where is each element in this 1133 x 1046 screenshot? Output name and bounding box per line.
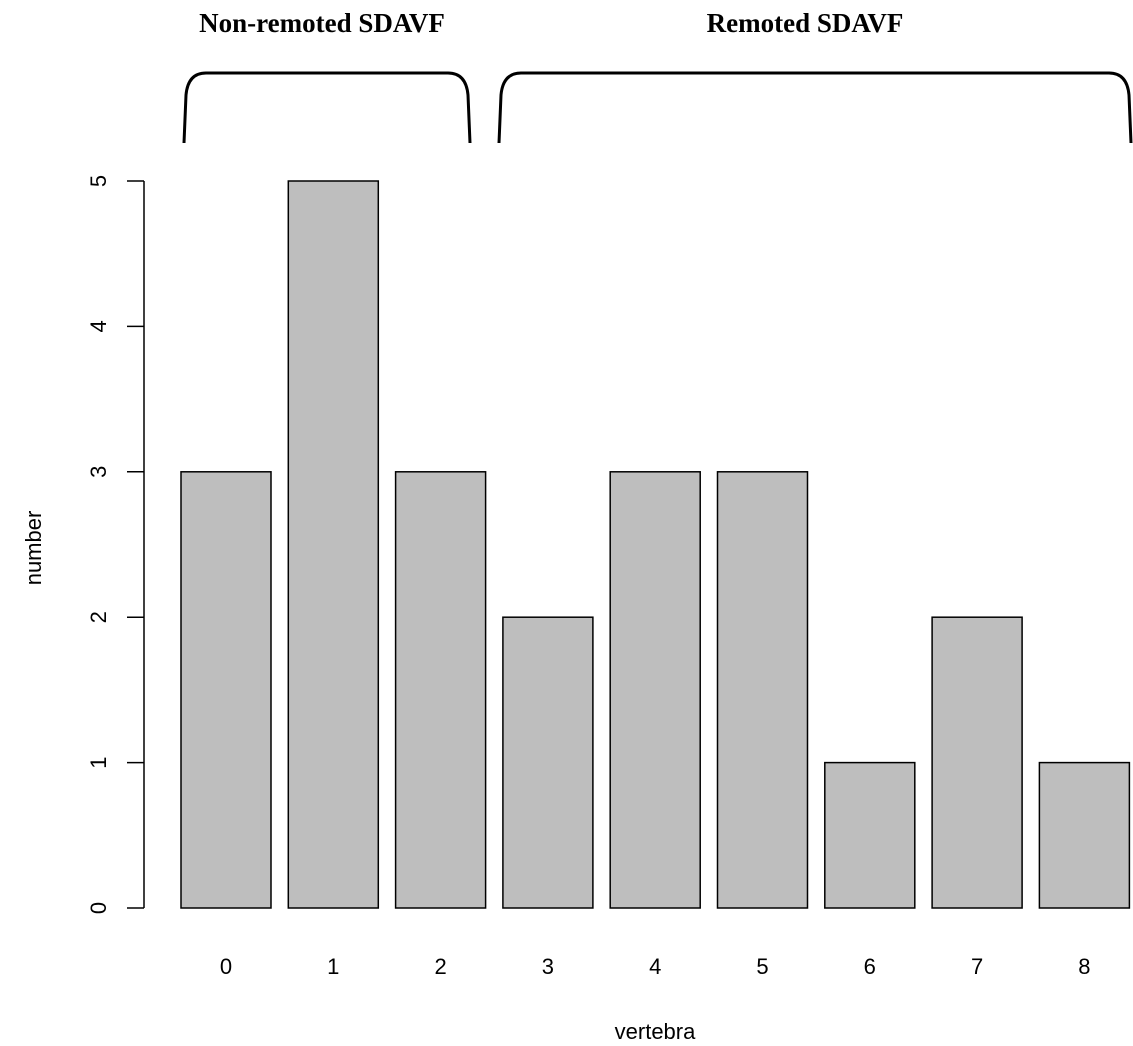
y-tick-label-4: 4	[86, 320, 111, 332]
x-tick-labels: 0 1 2 3 4 5 6 7 8	[220, 954, 1091, 979]
y-tick-label-3: 3	[86, 466, 111, 478]
x-tick-label-5: 5	[756, 954, 768, 979]
y-tick-label-5: 5	[86, 175, 111, 187]
y-axis: 0 1 2 3 4 5	[86, 175, 145, 914]
bar-3	[502, 616, 594, 909]
group-bracket-2	[497, 71, 1133, 144]
y-tick-label-0: 0	[86, 902, 111, 914]
bar-1	[287, 180, 380, 909]
bar-2	[394, 471, 487, 909]
bar-4	[609, 471, 701, 909]
x-tick-label-8: 8	[1078, 954, 1090, 979]
bar-7	[931, 616, 1023, 909]
x-tick-label-0: 0	[220, 954, 232, 979]
group-bracket-1	[182, 71, 472, 144]
bars	[180, 180, 1131, 909]
x-tick-label-6: 6	[864, 954, 876, 979]
bar-6	[824, 761, 916, 909]
bar-0	[180, 471, 272, 909]
x-tick-label-1: 1	[327, 954, 339, 979]
y-tick-label-1: 1	[86, 756, 111, 768]
x-tick-label-3: 3	[542, 954, 554, 979]
bar-5	[716, 471, 809, 909]
x-tick-label-2: 2	[434, 954, 446, 979]
x-tick-label-7: 7	[971, 954, 983, 979]
x-axis-label: vertebra	[615, 1019, 696, 1044]
y-tick-label-2: 2	[86, 611, 111, 623]
x-tick-label-4: 4	[649, 954, 661, 979]
group-label-1: Non-remoted SDAVF	[199, 8, 445, 38]
group-label-2: Remoted SDAVF	[707, 8, 904, 38]
bar-8	[1038, 761, 1131, 909]
y-axis-label: number	[21, 511, 46, 586]
group-brackets: Non-remoted SDAVF Remoted SDAVF	[182, 8, 1133, 144]
